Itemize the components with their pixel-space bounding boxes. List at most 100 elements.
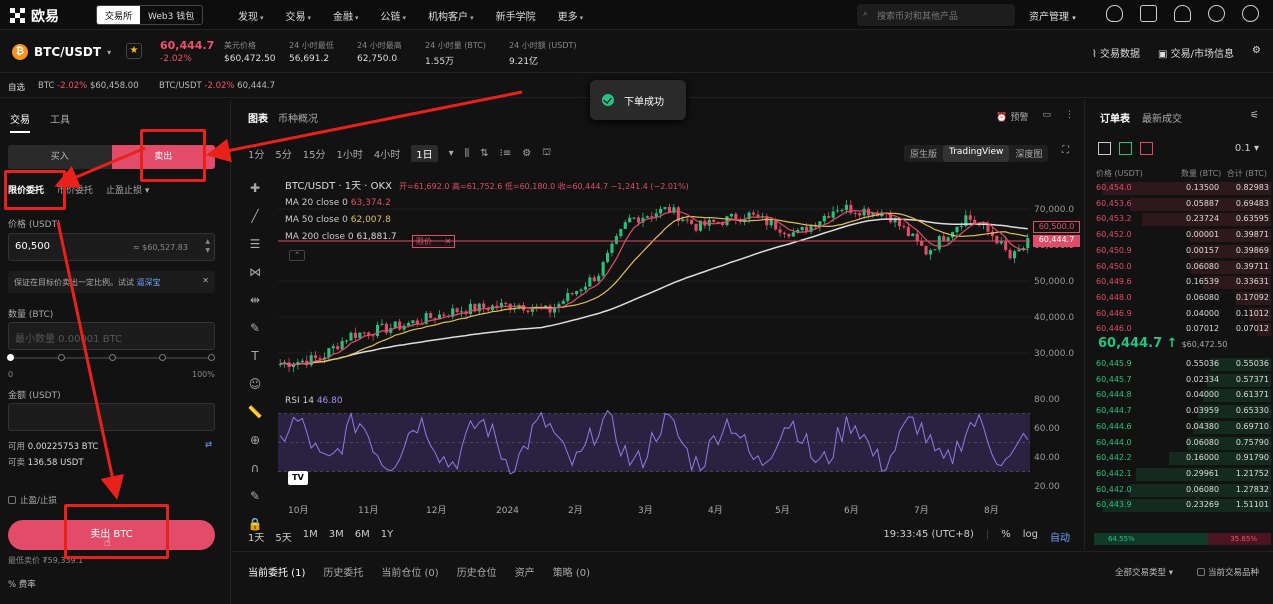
ask-row[interactable]: 60,454.0 0.13500 0.82983 <box>1094 182 1271 195</box>
amount-input[interactable] <box>8 403 215 431</box>
bid-row[interactable]: 60,443.9 0.23269 1.51101 <box>1094 499 1271 513</box>
fav-item-btc-usdt[interactable]: BTC/USDT -2.02% 60,444.7 <box>159 81 276 91</box>
trade-type-filter[interactable]: 全部交易类型 ▾ <box>1115 568 1173 578</box>
brand-logo[interactable]: 欧易 <box>10 6 59 26</box>
globe-icon[interactable] <box>1242 5 1259 22</box>
brush-icon[interactable]: ✎ <box>249 321 261 335</box>
order-type-market[interactable]: 市价委托 <box>57 186 94 196</box>
precision-select[interactable]: 0.1 ▾ <box>1234 143 1259 154</box>
text-icon[interactable]: T <box>251 349 259 363</box>
ruler-icon[interactable]: 📏 <box>247 405 263 419</box>
user-icon[interactable] <box>1106 5 1123 22</box>
log-toggle[interactable]: log <box>1022 529 1038 540</box>
range-6m[interactable]: 6M <box>354 529 370 540</box>
transfer-icon[interactable]: ⇄ <box>205 440 213 450</box>
ask-row[interactable]: 60,453.6 0.05887 0.69483 <box>1094 197 1271 211</box>
interval-1m[interactable]: 1分 <box>248 150 265 161</box>
tab-open-orders[interactable]: 当前委托 (1) <box>248 568 306 579</box>
bid-row[interactable]: 60,444.8 0.04000 0.61371 <box>1094 389 1271 403</box>
price-chart[interactable]: 70,000.060,000.050,000.040,000.030,000.0… <box>278 171 1078 549</box>
collapse-legend-icon[interactable]: ⌃ <box>289 250 305 261</box>
tab-strategies[interactable]: 策略 (0) <box>552 568 591 579</box>
range-5d[interactable]: 5天 <box>275 533 292 544</box>
pair-selector[interactable]: ₿ BTC/USDT ▾ <box>12 44 111 60</box>
price-stepper[interactable]: ▲ ▼ <box>205 238 210 254</box>
nav-more[interactable]: 更多 ▾ <box>557 12 584 23</box>
compare-icon[interactable]: ⇅ <box>480 148 489 159</box>
nav-finance[interactable]: 金融 ▾ <box>333 12 359 23</box>
settings-icon[interactable]: ⚙ <box>522 148 532 159</box>
market-info-link[interactable]: ▣ 交易/市场信息 <box>1158 49 1235 60</box>
projection-icon[interactable]: ⇹ <box>249 293 261 307</box>
nav-discover[interactable]: 发现 ▾ <box>238 12 264 23</box>
price-input[interactable]: 60,500 ≈ $60,527.83 ▲ ▼ <box>8 233 215 261</box>
trendline-icon[interactable]: ╱ <box>251 209 259 223</box>
range-3m[interactable]: 3M <box>328 529 344 540</box>
ask-row[interactable]: 60,452.0 0.00001 0.39871 <box>1094 229 1271 243</box>
favorite-star-icon[interactable]: ★ <box>126 43 142 59</box>
mode-tab-web3[interactable]: Web3 钱包 <box>148 12 195 22</box>
slider-knob[interactable] <box>7 354 14 361</box>
chevron-down-icon[interactable]: ▾ <box>448 148 454 159</box>
filter-settings-icon[interactable]: ⚟ <box>1250 110 1259 121</box>
layout-both-icon[interactable] <box>1098 142 1111 155</box>
more-icon[interactable]: ⋮ <box>1065 110 1074 120</box>
range-1d[interactable]: 1天 <box>248 533 265 544</box>
tab-chart[interactable]: 图表 <box>248 114 268 125</box>
ask-row[interactable]: 60,450.9 0.00157 0.39869 <box>1094 244 1271 258</box>
bid-row[interactable]: 60,444.7 0.03959 0.65330 <box>1094 405 1271 419</box>
tab-assets[interactable]: 资产 <box>514 568 535 579</box>
layout-bids-icon[interactable] <box>1119 142 1132 155</box>
fav-item-btc[interactable]: BTC -2.02% $60,458.00 <box>38 81 139 91</box>
tip-link[interactable]: 逼深宝 <box>136 278 161 287</box>
current-pair-checkbox[interactable]: 当前交易品种 <box>1196 566 1259 578</box>
lock-draw-icon[interactable]: ✎ <box>249 489 261 503</box>
tab-order-history[interactable]: 历史委托 <box>323 568 364 579</box>
interval-4h[interactable]: 4小时 <box>373 150 401 161</box>
bid-row[interactable]: 60,445.9 0.55036 0.55036 <box>1094 358 1271 371</box>
bell-icon[interactable] <box>1174 5 1191 22</box>
emoji-icon[interactable]: ☺ <box>248 377 262 391</box>
tpsl-checkbox[interactable]: 止盈/止损 <box>8 494 57 506</box>
indicators-icon[interactable]: ⁝≡ <box>499 148 512 159</box>
range-1m[interactable]: 1M <box>302 529 318 540</box>
amount-slider[interactable] <box>7 354 215 361</box>
tab-coin-overview[interactable]: 币种概况 <box>278 114 318 125</box>
asset-menu[interactable]: 资产管理 ▾ <box>1029 12 1076 23</box>
tab-order-book[interactable]: 订单表 <box>1100 114 1130 125</box>
ask-row[interactable]: 60,453.2 0.23724 0.63595 <box>1094 213 1271 227</box>
crosshair-icon[interactable]: ✚ <box>249 181 261 195</box>
search-input[interactable]: ⌕ 搜索币对和其他产品 <box>857 4 1015 26</box>
nav-academy[interactable]: 新手学院 <box>495 12 536 23</box>
layout-asks-icon[interactable] <box>1140 142 1153 155</box>
bid-row[interactable]: 60,442.1 0.29961 1.21752 <box>1094 467 1271 481</box>
sell-btc-button[interactable]: 卖出 BTC <box>8 520 215 550</box>
ask-row[interactable]: 60,449.6 0.16539 0.33631 <box>1094 276 1271 290</box>
view-depth[interactable]: 深度图 <box>1015 150 1043 160</box>
bid-row[interactable]: 60,442.0 0.06080 1.27832 <box>1094 483 1271 497</box>
bid-row[interactable]: 60,445.7 0.02334 0.57371 <box>1094 373 1271 387</box>
layout-icon[interactable]: ▭ <box>1042 110 1051 120</box>
fee-rate-link[interactable]: % 费率 <box>8 580 36 590</box>
fib-icon[interactable]: ☰ <box>249 237 261 251</box>
help-icon[interactable] <box>1208 5 1225 22</box>
mode-tab-exchange[interactable]: 交易所 <box>97 6 141 24</box>
quantity-input[interactable]: 最小数量 0.00001 BTC <box>8 322 215 350</box>
fullscreen-icon[interactable]: ⛶ <box>1062 145 1069 156</box>
order-type-tpsl[interactable]: 止盈止损 ▾ <box>106 186 150 196</box>
interval-5m[interactable]: 5分 <box>275 150 292 161</box>
ask-row[interactable]: 60,448.0 0.06080 0.17092 <box>1094 291 1271 305</box>
tab-position-history[interactable]: 历史仓位 <box>456 568 497 579</box>
close-icon[interactable]: ✕ <box>202 276 209 285</box>
bid-row[interactable]: 60,444.0 0.06080 0.75790 <box>1094 436 1271 450</box>
tab-positions[interactable]: 当前仓位 (0) <box>381 568 439 579</box>
ask-row[interactable]: 60,446.0 0.07012 0.07012 <box>1094 323 1271 337</box>
tab-tools[interactable]: 工具 <box>50 115 70 126</box>
download-icon[interactable] <box>1140 5 1157 22</box>
limit-order-tag[interactable]: 限价 ✕ <box>412 235 456 248</box>
pattern-icon[interactable]: ⋈ <box>249 265 261 279</box>
settings-gear-icon[interactable]: ⚙ <box>1252 45 1261 56</box>
ask-row[interactable]: 60,450.0 0.06080 0.39711 <box>1094 260 1271 274</box>
view-tradingview[interactable]: TradingView <box>943 145 1010 162</box>
nav-institutional[interactable]: 机构客户 ▾ <box>428 12 474 23</box>
